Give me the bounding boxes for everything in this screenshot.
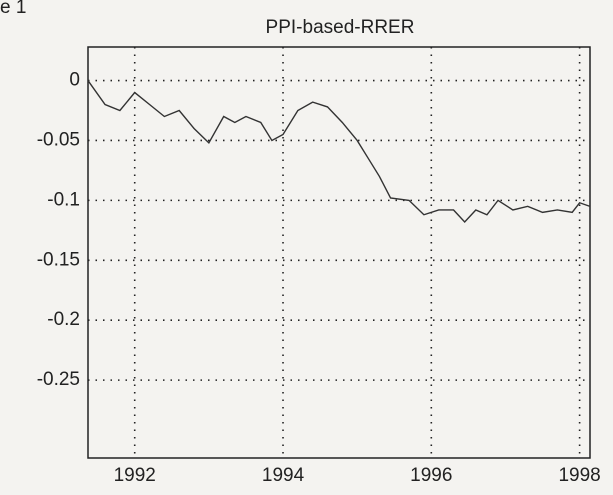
corner-text: e 1 (0, 0, 26, 18)
x-tick-label: 1998 (558, 465, 600, 486)
chart-title: PPI-based-RRER (266, 17, 415, 38)
y-tick-label: 0 (69, 70, 80, 91)
y-tick-label: -0.2 (47, 309, 80, 330)
y-tick-label: -0.15 (37, 249, 80, 270)
x-tick-label: 1996 (410, 465, 452, 486)
chart: e 1 PPI-based-RRER 0 -0.05 -0.1 -0.15 -0.2 -0… (0, 0, 613, 495)
y-tick-label: -0.25 (37, 369, 80, 390)
plot-frame (88, 47, 590, 458)
x-tick-label: 1992 (114, 465, 156, 486)
x-tick-label: 1994 (262, 465, 305, 486)
y-tick-label: -0.05 (37, 129, 80, 150)
y-tick-label: -0.1 (47, 189, 80, 210)
